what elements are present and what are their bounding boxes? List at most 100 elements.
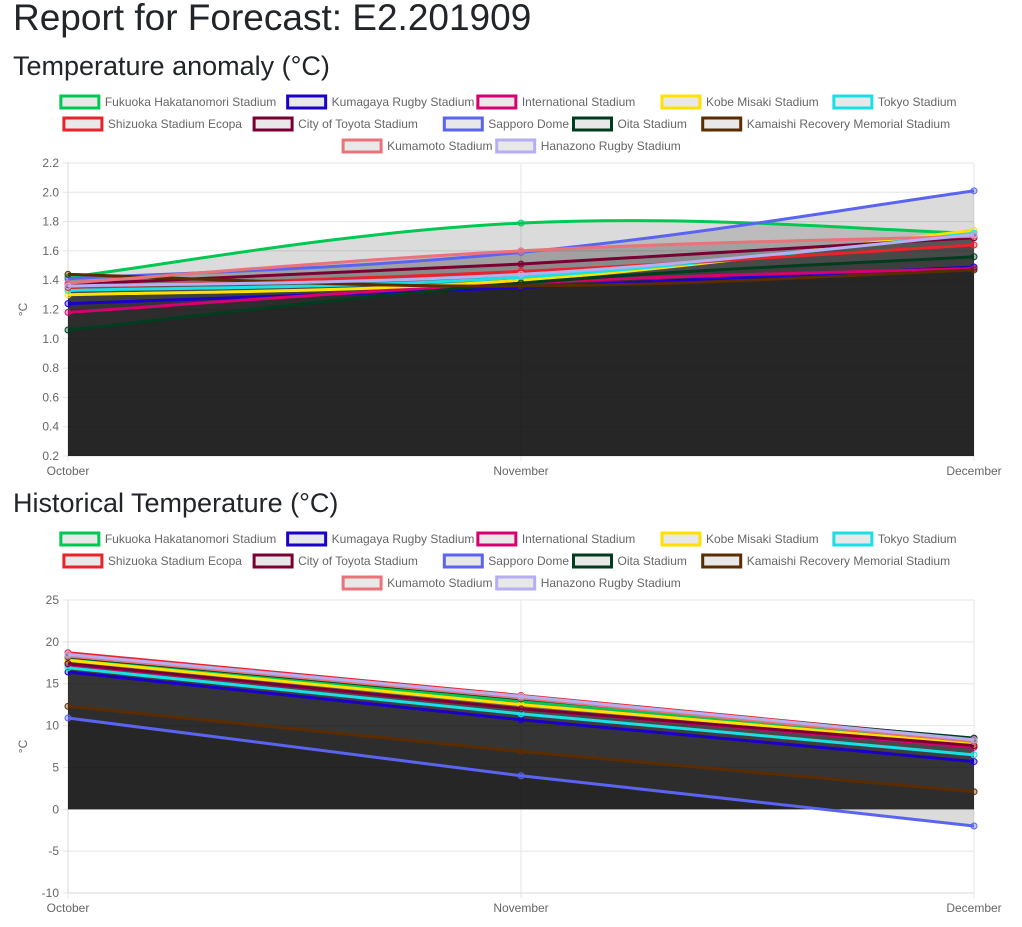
legend-swatch	[572, 553, 613, 569]
area-kumagaya-rugby-stadium	[68, 267, 974, 456]
point-hanazono-rugby-stadium[interactable]	[517, 692, 525, 700]
line-hanazono-rugby-stadium	[67, 233, 975, 288]
legend-item-fukuoka-hakatanomori-stadium[interactable]: Fukuoka Hakatanomori Stadium	[59, 531, 276, 547]
point-kumagaya-rugby-stadium[interactable]	[517, 716, 525, 724]
series-kamaishi-recovery-memorial-stadium	[64, 266, 978, 290]
line-city-of-toyota-stadium	[67, 662, 975, 748]
y-tick-label: 0.6	[42, 390, 59, 404]
line-sapporo-dome	[67, 716, 975, 828]
point-hanazono-rugby-stadium[interactable]	[517, 270, 525, 278]
legend-item-international-stadium[interactable]: International Stadium	[476, 94, 635, 110]
line-kumamoto-stadium	[67, 234, 975, 285]
legend-label: Tokyo Stadium	[878, 532, 957, 546]
legend-item-kumagaya-rugby-stadium[interactable]: Kumagaya Rugby Stadium	[286, 94, 475, 110]
legend-item-kamaishi-recovery-memorial-stadium[interactable]: Kamaishi Recovery Memorial Stadium	[701, 553, 950, 569]
point-hanazono-rugby-stadium[interactable]	[64, 282, 72, 290]
legend-item-sapporo-dome[interactable]: Sapporo Dome	[442, 116, 569, 132]
area-kobe-misaki-stadium	[68, 230, 974, 456]
legend-item-kumagaya-rugby-stadium[interactable]: Kumagaya Rugby Stadium	[286, 531, 475, 547]
legend-label: Fukuoka Hakatanomori Stadium	[105, 95, 276, 109]
legend-item-oita-stadium[interactable]: Oita Stadium	[572, 116, 687, 132]
line-kumagaya-rugby-stadium	[67, 670, 975, 764]
legend: Fukuoka Hakatanomori Stadium Kumagaya Rug…	[59, 531, 957, 591]
series-hanazono-rugby-stadium	[64, 231, 978, 290]
legend-item-city-of-toyota-stadium[interactable]: City of Toyota Stadium	[252, 116, 418, 132]
legend-item-sapporo-dome[interactable]: Sapporo Dome	[442, 553, 569, 569]
legend-swatch	[832, 531, 874, 547]
point-hanazono-rugby-stadium[interactable]	[970, 231, 978, 239]
point-kamaishi-recovery-memorial-stadium[interactable]	[517, 282, 525, 290]
historical-temperature-chart: Fukuoka Hakatanomori Stadium Kumagaya Rug…	[16, 531, 1002, 915]
point-hanazono-rugby-stadium[interactable]	[970, 736, 978, 744]
point-city-of-toyota-stadium[interactable]	[64, 660, 72, 668]
legend-swatch	[59, 531, 101, 547]
legend-item-oita-stadium[interactable]: Oita Stadium	[572, 553, 687, 569]
legend-swatch	[495, 575, 537, 591]
point-sapporo-dome[interactable]	[970, 187, 978, 195]
point-shizuoka-stadium-ecopa[interactable]	[970, 241, 978, 249]
legend-item-shizuoka-stadium-ecopa[interactable]: Shizuoka Stadium Ecopa	[62, 116, 242, 132]
legend-swatch	[660, 94, 702, 110]
point-kamaishi-recovery-memorial-stadium[interactable]	[970, 266, 978, 274]
legend-item-kobe-misaki-stadium[interactable]: Kobe Misaki Stadium	[660, 94, 819, 110]
point-sapporo-dome[interactable]	[64, 714, 72, 722]
legend-label: Kamaishi Recovery Memorial Stadium	[747, 117, 950, 131]
legend-item-kumamoto-stadium[interactable]: Kumamoto Stadium	[341, 138, 492, 154]
legend-item-tokyo-stadium[interactable]: Tokyo Stadium	[832, 531, 957, 547]
point-kumamoto-stadium[interactable]	[517, 247, 525, 255]
legend-item-city-of-toyota-stadium[interactable]: City of Toyota Stadium	[252, 553, 418, 569]
series-tokyo-stadium	[64, 664, 978, 759]
point-international-stadium[interactable]	[64, 308, 72, 316]
point-fukuoka-hakatanomori-stadium[interactable]	[517, 219, 525, 227]
line-tokyo-stadium	[67, 666, 975, 757]
legend-label: Kumagaya Rugby Stadium	[332, 95, 475, 109]
legend-swatch	[62, 116, 104, 132]
x-tick-label: November	[493, 901, 548, 915]
legend-label: Hanazono Rugby Stadium	[541, 139, 681, 153]
legend-item-international-stadium[interactable]: International Stadium	[476, 531, 635, 547]
legend-item-hanazono-rugby-stadium[interactable]: Hanazono Rugby Stadium	[495, 575, 681, 591]
area-kamaishi-recovery-memorial-stadium	[68, 706, 974, 810]
point-sapporo-dome[interactable]	[517, 772, 525, 780]
legend-item-kamaishi-recovery-memorial-stadium[interactable]: Kamaishi Recovery Memorial Stadium	[701, 116, 950, 132]
x-tick-label: December	[946, 464, 1001, 478]
legend-item-fukuoka-hakatanomori-stadium[interactable]: Fukuoka Hakatanomori Stadium	[59, 94, 276, 110]
point-kamaishi-recovery-memorial-stadium[interactable]	[970, 788, 978, 796]
point-city-of-toyota-stadium[interactable]	[517, 705, 525, 713]
y-tick-label: 0.8	[42, 361, 59, 375]
point-kamaishi-recovery-memorial-stadium[interactable]	[517, 748, 525, 756]
point-city-of-toyota-stadium[interactable]	[517, 260, 525, 268]
point-tokyo-stadium[interactable]	[970, 751, 978, 759]
y-tick-label: 20	[46, 635, 60, 649]
legend-item-tokyo-stadium[interactable]: Tokyo Stadium	[832, 94, 957, 110]
legend-swatch	[286, 94, 328, 110]
point-kumagaya-rugby-stadium[interactable]	[64, 300, 72, 308]
legend-label: Hanazono Rugby Stadium	[541, 576, 681, 590]
point-hanazono-rugby-stadium[interactable]	[64, 650, 72, 658]
y-axis-title: °C	[16, 302, 30, 316]
legend-item-hanazono-rugby-stadium[interactable]: Hanazono Rugby Stadium	[495, 138, 681, 154]
legend-label: City of Toyota Stadium	[298, 117, 418, 131]
legend-label: International Stadium	[522, 532, 635, 546]
point-kamaishi-recovery-memorial-stadium[interactable]	[64, 702, 72, 710]
point-oita-stadium[interactable]	[970, 253, 978, 261]
area-kamaishi-recovery-memorial-stadium	[68, 269, 974, 456]
y-tick-label: 0	[52, 802, 59, 816]
legend-swatch	[572, 116, 613, 132]
point-sapporo-dome[interactable]	[970, 822, 978, 830]
legend-swatch	[341, 138, 383, 154]
point-tokyo-stadium[interactable]	[517, 710, 525, 718]
legend-swatch	[495, 138, 537, 154]
point-kamaishi-recovery-memorial-stadium[interactable]	[64, 270, 72, 278]
legend-item-kumamoto-stadium[interactable]: Kumamoto Stadium	[341, 575, 492, 591]
point-oita-stadium[interactable]	[64, 326, 72, 334]
point-kumagaya-rugby-stadium[interactable]	[970, 758, 978, 766]
y-tick-label: 2.2	[42, 156, 59, 170]
legend-item-shizuoka-stadium-ecopa[interactable]: Shizuoka Stadium Ecopa	[62, 553, 242, 569]
historical-temperature-title: Historical Temperature (°C)	[13, 488, 339, 518]
series-lines	[64, 649, 978, 830]
y-tick-label: 1.6	[42, 244, 59, 258]
legend-item-kobe-misaki-stadium[interactable]: Kobe Misaki Stadium	[660, 531, 819, 547]
y-tick-label: 1.0	[42, 332, 59, 346]
legend-label: Shizuoka Stadium Ecopa	[108, 117, 242, 131]
